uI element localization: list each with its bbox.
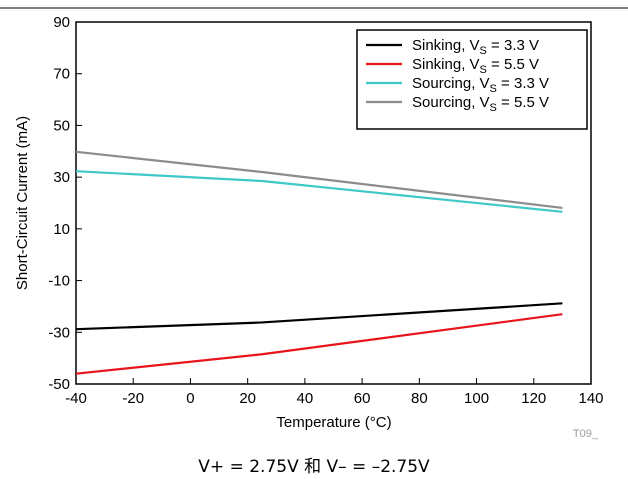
legend-label-4: Sourcing, VS = 5.5 V (412, 94, 549, 114)
series-group (75, 150, 563, 375)
x-tick-label: 100 (464, 390, 489, 407)
y-tick-label: -10 (48, 273, 70, 290)
figure-tag: T09_ (573, 428, 599, 440)
x-tick-label: 120 (521, 390, 546, 407)
series-line-2 (75, 313, 563, 375)
plot-area (75, 21, 592, 385)
legend-label-1: Sinking, VS = 3.3 V (412, 37, 539, 57)
y-tick-label: -50 (48, 376, 70, 393)
x-tick-label: 80 (411, 390, 428, 407)
y-tick-label: 50 (53, 117, 70, 134)
series-line-1 (75, 302, 563, 331)
x-tick-label: 0 (186, 390, 194, 407)
x-tick-label: 140 (578, 390, 603, 407)
x-tick-label: 40 (297, 390, 314, 407)
legend-label-2: Sinking, VS = 5.5 V (412, 56, 539, 76)
x-tick-label: 60 (354, 390, 371, 407)
y-tick-label: 10 (53, 221, 70, 238)
y-axis-title: Short-Circuit Current (mA) (14, 116, 31, 290)
y-tick-label: 30 (53, 169, 70, 186)
y-tick-label: 90 (53, 14, 70, 31)
legend-label-3: Sourcing, VS = 3.3 V (412, 75, 549, 95)
y-tick-label: -30 (48, 324, 70, 341)
series-line-4 (75, 150, 563, 210)
series-line-3 (75, 170, 563, 213)
x-axis-title: Temperature (°C) (276, 414, 391, 431)
caption: V+ = 2.75V 和 V– = –2.75V (198, 457, 430, 477)
y-axis-ticks: 90 70 50 30 10 -10 -30 -50 (48, 14, 82, 393)
y-tick-label: 70 (53, 66, 70, 83)
x-tick-label: -20 (122, 390, 144, 407)
x-tick-label: -40 (65, 390, 87, 407)
x-axis-ticks: -40 -20 0 20 40 60 80 100 120 140 (65, 378, 604, 407)
legend-box (356, 29, 588, 130)
x-tick-label: 20 (239, 390, 256, 407)
